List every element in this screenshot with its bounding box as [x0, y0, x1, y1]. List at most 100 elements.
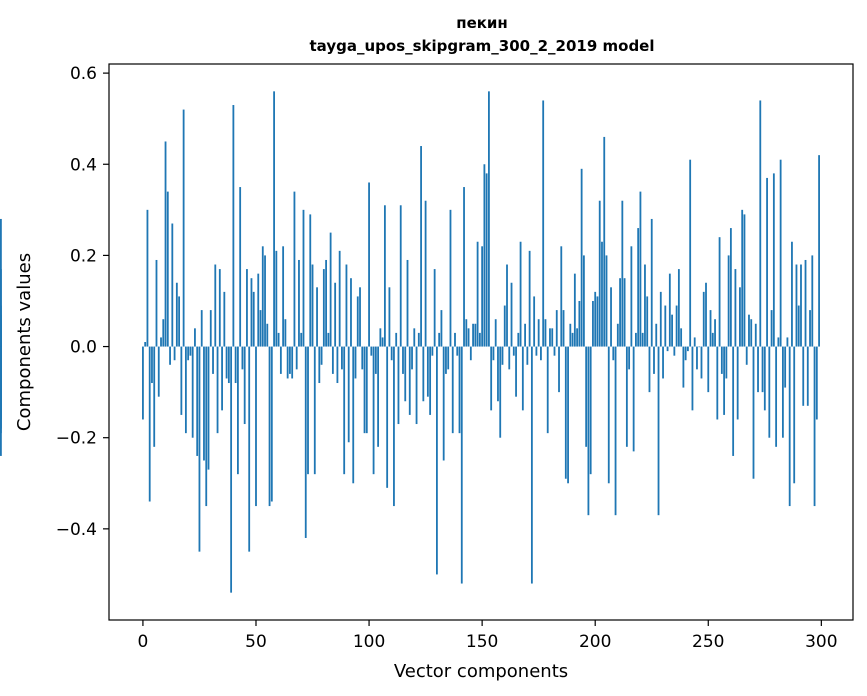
- bar: [227, 346, 230, 384]
- bar: [198, 346, 201, 552]
- bar: [442, 346, 445, 461]
- bar: [0, 346, 2, 456]
- bar: [623, 278, 626, 347]
- x-tick-label: 200: [579, 632, 611, 652]
- bar: [187, 346, 190, 361]
- bar: [270, 346, 273, 502]
- bar: [311, 264, 314, 347]
- x-axis-ticks: 0 50 100 150 200 250 300: [138, 620, 838, 652]
- bar: [603, 136, 606, 347]
- bar: [230, 346, 233, 593]
- bar: [549, 328, 551, 347]
- bar: [533, 296, 536, 347]
- bar: [291, 346, 294, 379]
- bar: [535, 346, 538, 356]
- bar: [646, 296, 649, 347]
- bar: [770, 310, 773, 347]
- bar: [189, 346, 192, 356]
- bar: [696, 346, 698, 370]
- bar: [601, 241, 603, 347]
- bar: [700, 346, 703, 379]
- bar: [768, 346, 771, 438]
- y-tick-label: 0.4: [70, 155, 97, 175]
- bar: [352, 346, 355, 484]
- bar: [298, 259, 300, 347]
- bar: [653, 346, 655, 374]
- bar: [788, 346, 791, 507]
- bar: [255, 346, 257, 507]
- bar: [184, 346, 187, 434]
- bar: [379, 328, 382, 347]
- bar: [433, 269, 436, 347]
- plot-frame: [108, 63, 854, 621]
- bar: [160, 337, 162, 347]
- bar: [309, 214, 312, 347]
- bar: [151, 346, 153, 384]
- bar: [327, 332, 330, 347]
- bar: [406, 259, 409, 347]
- bar: [347, 346, 350, 443]
- bar: [331, 346, 334, 374]
- bar: [628, 346, 631, 370]
- bar: [587, 346, 590, 516]
- y-tick-label: 0.2: [70, 246, 97, 266]
- bar: [481, 246, 484, 347]
- bar: [551, 328, 554, 347]
- bar: [732, 346, 735, 456]
- bar: [325, 259, 327, 347]
- bar: [644, 264, 646, 347]
- bar: [684, 346, 687, 361]
- bar: [445, 346, 447, 374]
- bar: [648, 346, 651, 393]
- bar: [225, 346, 228, 379]
- bar: [365, 346, 368, 434]
- bar: [675, 305, 678, 347]
- bar: [510, 282, 513, 347]
- bar: [402, 346, 404, 374]
- bar: [811, 255, 814, 347]
- bar: [725, 346, 728, 379]
- bar: [426, 346, 429, 397]
- y-tick-label: 0.6: [70, 64, 97, 84]
- bar: [415, 346, 418, 425]
- bar: [399, 205, 402, 347]
- bar: [630, 246, 633, 347]
- bar: [361, 346, 364, 370]
- bar: [261, 246, 264, 347]
- bar: [802, 346, 805, 406]
- bar: [659, 291, 662, 347]
- bar: [465, 319, 468, 347]
- bar: [576, 328, 579, 347]
- bar: [216, 346, 219, 434]
- bar: [422, 346, 425, 402]
- bar: [492, 346, 495, 361]
- bar: [142, 346, 144, 420]
- bar: [341, 346, 343, 370]
- bar: [460, 346, 463, 584]
- bar: [429, 346, 432, 415]
- bar: [368, 182, 370, 347]
- bar: [671, 314, 673, 347]
- bar: [372, 346, 375, 475]
- bar: [517, 332, 520, 347]
- bar: [424, 200, 427, 347]
- bar: [318, 346, 321, 384]
- bar: [718, 237, 721, 347]
- bar: [237, 346, 239, 475]
- bar: [612, 346, 615, 361]
- bar: [705, 282, 707, 347]
- bar: [544, 319, 547, 347]
- x-tick-label: 50: [245, 632, 267, 652]
- bar: [766, 177, 768, 347]
- bar: [404, 346, 407, 402]
- bar: [284, 319, 287, 347]
- bar: [440, 310, 443, 347]
- bar: [293, 191, 296, 347]
- chart-title: пекин: [456, 14, 508, 32]
- bar: [200, 310, 203, 347]
- bar: [408, 346, 411, 415]
- bar: [485, 173, 488, 347]
- bar: [356, 296, 359, 347]
- bar: [687, 346, 689, 352]
- bar: [456, 346, 459, 356]
